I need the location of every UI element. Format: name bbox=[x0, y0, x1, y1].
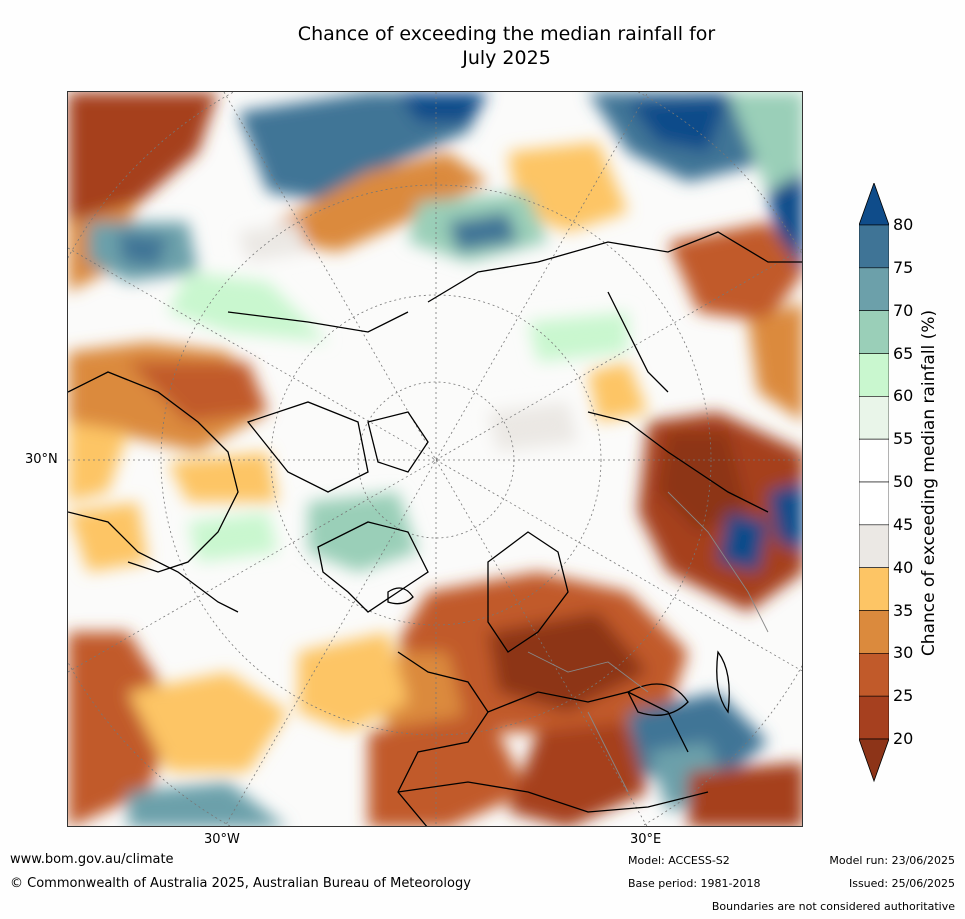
footer-base-period: Base period: 1981-2018 bbox=[628, 877, 761, 890]
footer-model-run: Model run: 23/06/2025 bbox=[829, 854, 955, 867]
latitude-label: 30°N bbox=[25, 452, 58, 467]
longitude-label-west: 30°W bbox=[204, 832, 240, 847]
colorbar-tick-label: 80 bbox=[893, 215, 914, 234]
colorbar-extend-max bbox=[859, 183, 889, 226]
colorbar bbox=[859, 183, 889, 783]
graticule bbox=[68, 92, 802, 826]
footer-url: www.bom.gov.au/climate bbox=[10, 852, 174, 867]
footer-model: Model: ACCESS-S2 bbox=[628, 854, 730, 867]
colorbar-tick-label: 25 bbox=[893, 686, 914, 706]
colorbar-tick-label: 50 bbox=[893, 472, 914, 491]
colorbar-tick-label: 70 bbox=[893, 300, 914, 320]
colorbar-tick-label: 60 bbox=[893, 386, 914, 406]
map-canvas bbox=[68, 92, 802, 826]
colorbar-band bbox=[859, 310, 889, 354]
colorbar-band bbox=[859, 610, 889, 654]
colorbar-tick-label: 55 bbox=[893, 429, 914, 449]
colorbar-extend-min bbox=[859, 738, 889, 783]
map-title: Chance of exceeding the median rainfall … bbox=[0, 22, 965, 70]
probability-field bbox=[68, 92, 802, 826]
colorbar-band bbox=[859, 481, 889, 526]
colorbar-band bbox=[859, 353, 889, 397]
colorbar-tick-label: 75 bbox=[893, 257, 914, 277]
colorbar-label: Chance of exceeding median rainfall (%) bbox=[919, 309, 939, 657]
rainfall-map bbox=[67, 91, 803, 827]
colorbar-band bbox=[859, 224, 889, 269]
colorbar-tick-label: 30 bbox=[893, 643, 914, 663]
borders bbox=[527, 491, 769, 793]
footer-issued: Issued: 25/06/2025 bbox=[848, 877, 955, 890]
colorbar-tick-label: 65 bbox=[893, 343, 914, 363]
colorbar-band bbox=[859, 695, 889, 740]
colorbar-band bbox=[859, 267, 889, 311]
colorbar-band bbox=[859, 524, 889, 568]
colorbar-tick-label: 35 bbox=[893, 600, 914, 620]
footer-copyright: © Commonwealth of Australia 2025, Austra… bbox=[10, 876, 471, 891]
colorbar-tick-label: 40 bbox=[893, 557, 914, 577]
title-line-2: July 2025 bbox=[462, 47, 551, 69]
footer-disclaimer: Boundaries are not considered authoritat… bbox=[711, 900, 955, 913]
colorbar-band bbox=[859, 567, 889, 611]
colorbar-band bbox=[859, 653, 889, 697]
longitude-label-east: 30°E bbox=[630, 832, 662, 847]
colorbar-tick-label: 45 bbox=[893, 514, 914, 534]
colorbar-tick-label: 20 bbox=[893, 729, 914, 748]
title-line-1: Chance of exceeding the median rainfall … bbox=[297, 23, 716, 45]
colorbar-band bbox=[859, 438, 889, 483]
coastlines bbox=[68, 231, 802, 826]
colorbar-band bbox=[859, 396, 889, 440]
